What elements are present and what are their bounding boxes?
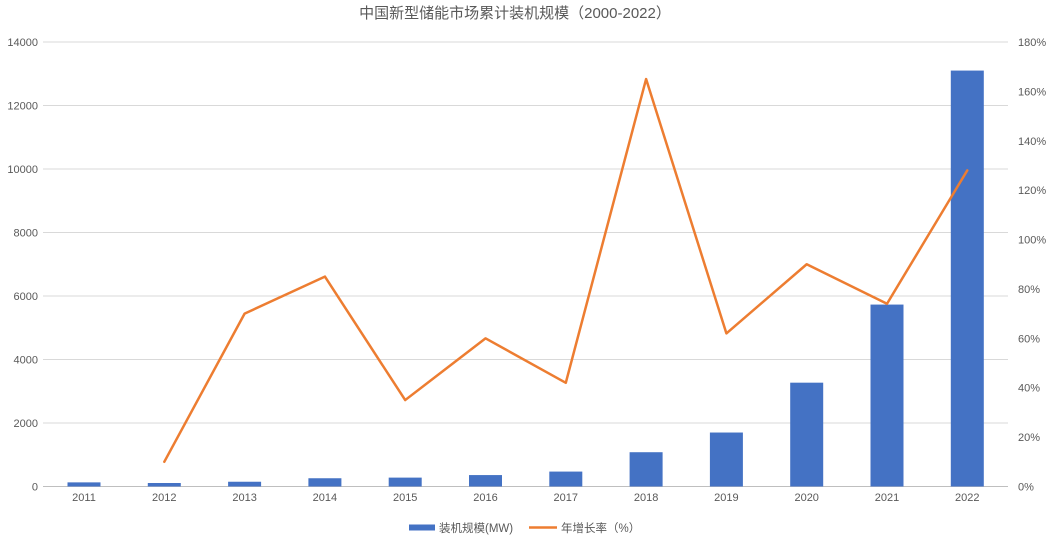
- x-axis-label-2016: 2016: [473, 492, 497, 504]
- y-axis-left-tick: 10000: [7, 164, 38, 176]
- y-axis-right-tick: 160%: [1018, 86, 1046, 98]
- y-axis-left-tick: 4000: [14, 355, 38, 367]
- bar-2020: [790, 382, 824, 487]
- x-axis-label-2017: 2017: [554, 492, 578, 504]
- bar-2022: [950, 70, 984, 487]
- bar-2018: [629, 452, 663, 487]
- y-axis-right-tick: 60%: [1018, 333, 1040, 345]
- bar-2012: [147, 483, 181, 487]
- bar-legend-swatch-icon: [409, 524, 435, 531]
- y-axis-right-tick: 140%: [1018, 136, 1046, 148]
- bar-2011: [67, 482, 101, 487]
- legend-label-installed-capacity: 装机规模(MW): [439, 521, 513, 535]
- bar-2014: [308, 478, 342, 487]
- bar-2019: [709, 432, 743, 487]
- x-axis-label-2012: 2012: [152, 492, 176, 504]
- x-axis-label-2014: 2014: [313, 492, 337, 504]
- x-axis-label-2013: 2013: [232, 492, 256, 504]
- y-axis-left-tick: 6000: [14, 291, 38, 303]
- y-axis-right-tick: 120%: [1018, 185, 1046, 197]
- x-axis-label-2019: 2019: [714, 492, 738, 504]
- x-axis-label-2021: 2021: [875, 492, 899, 504]
- bar-2016: [469, 475, 502, 487]
- growth-rate-line: [163, 77, 969, 464]
- x-axis-labels: 2011 2012 2013 2014 2015 2016 2017 2018 2019 2020…: [72, 492, 979, 504]
- y-axis-right-tick: 80%: [1018, 284, 1040, 296]
- y-axis-left-tick: 0: [32, 482, 38, 494]
- y-axis-left-tick: 8000: [14, 228, 38, 240]
- y-axis-left-labels: 0 2000 4000 6000 8000 10000 12000 14000: [7, 37, 38, 494]
- bar-2021: [870, 304, 904, 487]
- bar-2013: [228, 481, 262, 487]
- y-axis-right-tick: 20%: [1018, 432, 1040, 444]
- legend-label-growth-rate: 年增长率（%）: [561, 521, 640, 535]
- y-axis-left-tick: 14000: [7, 37, 38, 49]
- legend: 装机规模(MW) 年增长率（%）: [409, 521, 640, 535]
- y-axis-right-tick: 0%: [1018, 482, 1034, 494]
- y-axis-left-tick: 2000: [14, 418, 38, 430]
- x-axis-label-2015: 2015: [393, 492, 417, 504]
- y-axis-right-tick: 100%: [1018, 235, 1046, 247]
- y-axis-right-labels: 0% 20% 40% 60% 80% 100% 120% 140% 160% 180%: [1018, 37, 1046, 494]
- x-axis-label-2020: 2020: [794, 492, 818, 504]
- chart-title: 中国新型储能市场累计装机规模（2000-2022）: [359, 5, 671, 22]
- y-axis-right-tick: 40%: [1018, 383, 1040, 395]
- gridlines: [43, 41, 1008, 424]
- bar-series-installed-capacity: [67, 70, 984, 487]
- bar-2017: [549, 471, 583, 487]
- x-axis-label-2022: 2022: [955, 492, 979, 504]
- bar-2015: [388, 477, 422, 487]
- x-axis-label-2018: 2018: [634, 492, 658, 504]
- y-axis-right-tick: 180%: [1018, 37, 1046, 49]
- line-series-growth-rate: [163, 77, 969, 464]
- x-axis-label-2011: 2011: [72, 492, 96, 504]
- y-axis-left-tick: 12000: [7, 101, 38, 113]
